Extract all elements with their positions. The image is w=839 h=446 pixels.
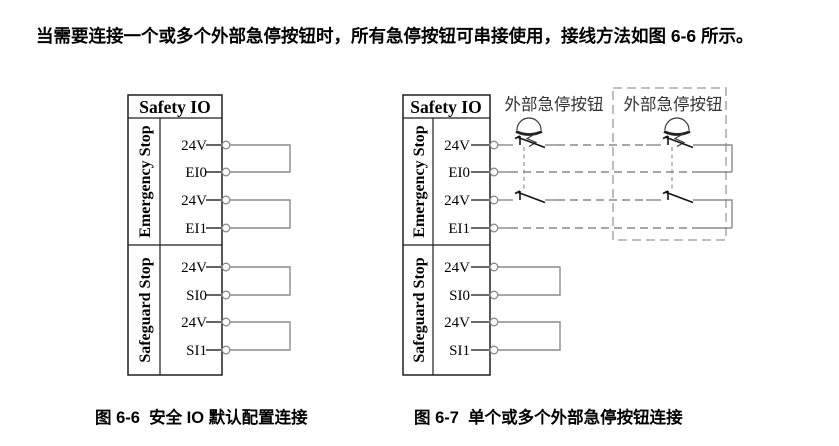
terminal-label: EI1 [448,221,470,237]
section-label-emergency-stop: Emergency Stop [411,125,428,238]
figure-6-6-diagram: Safety IO Emergency Stop Safeguard Stop … [127,94,291,376]
terminal-label: 24V [181,193,207,209]
terminal-connector [221,223,231,233]
section-label-safeguard-stop: Safeguard Stop [137,257,154,362]
terminal-connector [221,195,231,205]
figure-6-7-diagram: Safety IO Emergency Stop Safeguard Stop … [402,87,733,376]
contact-blade [516,136,546,149]
terminal-label: SI1 [186,343,207,359]
terminal-label: 24V [181,260,207,276]
terminal-label: 24V [444,315,470,331]
table-header-label: Safety IO [410,97,481,117]
terminal-connector [221,167,231,177]
terminal-label: 24V [444,138,470,154]
wire-corner [693,199,733,228]
terminal-connector [221,317,231,327]
estop-spring [525,133,538,148]
nc-contact-symbol [662,135,694,149]
table-header-label: Safety IO [139,97,210,117]
terminal-label: EI0 [185,165,207,181]
wire-loop [230,321,291,351]
terminal-connector [221,262,231,272]
contact-blade [664,136,694,149]
nc-contact-symbol [662,190,694,204]
section-label-emergency-stop: Emergency Stop [137,125,154,238]
estop-spring [673,133,686,148]
wire-loop [498,266,561,296]
wire-corner [693,144,733,172]
external-estop-label: 外部急停按钮 [624,95,723,114]
terminal-label: SI0 [449,288,470,304]
terminal-connector [489,223,499,233]
terminal-label: 24V [181,315,207,331]
wire-loop [230,266,291,296]
terminal-connector [489,195,499,205]
terminal-label: SI0 [186,288,207,304]
terminal-label: EI0 [448,165,470,181]
terminal-connector [221,345,231,355]
terminal-label: 24V [181,138,207,154]
nc-contact-symbol [514,135,546,149]
wire-loop [230,144,291,173]
estop-button-head [663,117,691,192]
nc-contact-symbol [514,190,546,204]
terminal-connector [489,167,499,177]
estop-head-arc [516,117,542,131]
external-estop-label: 外部急停按钮 [505,95,604,114]
terminal-label: SI1 [449,343,470,359]
terminal-label: 24V [444,193,470,209]
estop-head-cap [663,130,691,136]
estop-head-cap [515,130,543,136]
section-label-safeguard-stop: Safeguard Stop [411,257,428,362]
terminal-connector [489,262,499,272]
terminal-label: 24V [444,260,470,276]
contact-blade [516,191,546,204]
contact-blade [664,191,694,204]
optional-button-dashed-box [612,87,727,241]
table-outline [402,94,491,376]
terminal-label: EI1 [185,221,207,237]
intro-paragraph: 当需要连接一个或多个外部急停按钮时，所有急停按钮可串接使用，接线方法如图 6-6… [36,26,754,46]
terminal-connector [489,140,499,150]
wire-loop [230,199,291,229]
estop-head-arc [664,117,690,131]
terminal-connector [489,290,499,300]
wire-loop [498,321,561,351]
figure-caption: 图 6-6 安全 IO 默认配置连接 [95,409,308,427]
terminal-connector [221,290,231,300]
terminal-connector [221,140,231,150]
table-outline [127,94,223,376]
terminal-connector [489,317,499,327]
estop-button-head [515,117,543,192]
figure-caption: 图 6-7 单个或多个外部急停按钮连接 [414,409,683,427]
terminal-connector [489,345,499,355]
